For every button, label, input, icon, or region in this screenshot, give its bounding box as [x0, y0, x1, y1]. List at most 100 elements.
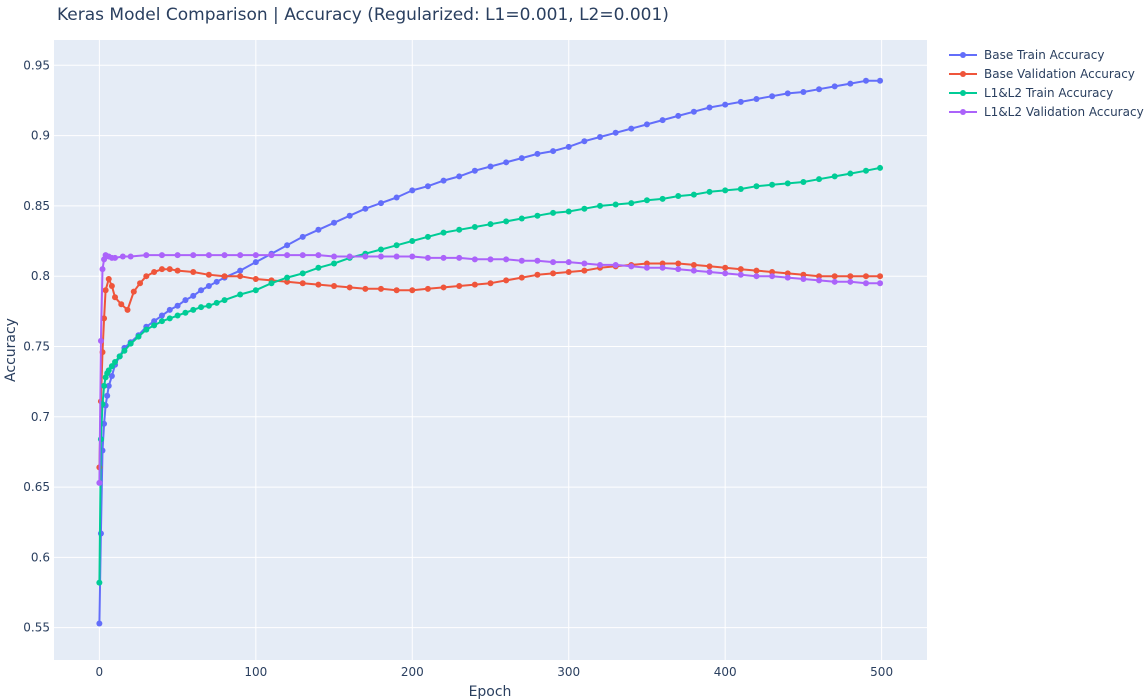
x-axis-ticks: 0 100 200 300 400 500 [96, 665, 894, 679]
data-point [377, 253, 384, 260]
data-point [116, 353, 123, 360]
data-point [252, 287, 259, 294]
legend-swatch-marker [960, 52, 966, 58]
legend-item[interactable]: L1&L2 Validation Accuracy [949, 105, 1144, 119]
data-point [409, 253, 416, 260]
data-point [299, 280, 306, 287]
legend-item[interactable]: L1&L2 Train Accuracy [949, 86, 1113, 100]
legend-item[interactable]: Base Validation Accuracy [949, 67, 1135, 81]
data-point [315, 281, 322, 288]
data-point [784, 274, 791, 281]
data-point [643, 260, 650, 267]
data-point [753, 183, 760, 190]
y-tick-label: 0.8 [31, 269, 50, 283]
y-tick-label: 0.85 [23, 199, 50, 213]
data-point [362, 253, 369, 260]
data-point [534, 150, 541, 157]
data-point [753, 273, 760, 280]
data-point [565, 143, 572, 150]
grid [54, 40, 927, 660]
data-point [862, 167, 869, 174]
data-point [471, 223, 478, 230]
data-point [565, 208, 572, 215]
data-point [252, 276, 259, 283]
data-point [659, 260, 666, 267]
data-point [237, 252, 244, 259]
data-point [471, 281, 478, 288]
legend-item[interactable]: Base Train Accuracy [949, 48, 1104, 62]
series-layer [96, 77, 884, 627]
data-point [190, 306, 197, 313]
y-tick-label: 0.95 [23, 58, 50, 72]
data-point [816, 176, 823, 183]
x-tick-label: 0 [96, 665, 104, 679]
data-point [471, 167, 478, 174]
data-point [612, 129, 619, 136]
data-point [690, 108, 697, 115]
data-point [847, 278, 854, 285]
data-point [99, 266, 106, 273]
data-point [205, 302, 212, 309]
legend-label: Base Train Accuracy [984, 48, 1104, 62]
data-point [151, 322, 158, 329]
data-point [393, 194, 400, 201]
data-point [346, 212, 353, 219]
data-point [237, 273, 244, 280]
legend-swatch-marker [960, 90, 966, 96]
data-point [518, 155, 525, 162]
data-point [612, 261, 619, 268]
data-point [190, 292, 197, 299]
data-point [105, 367, 112, 374]
data-point [831, 173, 838, 180]
data-point [816, 277, 823, 284]
data-point [121, 347, 128, 354]
data-point [456, 254, 463, 261]
data-point [847, 273, 854, 280]
data-point [440, 284, 447, 291]
y-tick-label: 0.9 [31, 129, 50, 143]
data-point [503, 256, 510, 263]
legend-label: L1&L2 Validation Accuracy [984, 105, 1144, 119]
data-point [800, 178, 807, 185]
data-point [174, 252, 181, 259]
data-point [706, 188, 713, 195]
data-point [409, 287, 416, 294]
data-point [101, 382, 108, 389]
data-point [174, 302, 181, 309]
legend-label: L1&L2 Train Accuracy [984, 86, 1113, 100]
data-point [659, 264, 666, 271]
data-point [158, 312, 165, 319]
data-point [440, 177, 447, 184]
data-point [118, 301, 125, 308]
data-point [784, 90, 791, 97]
data-point [659, 117, 666, 124]
data-point [409, 238, 416, 245]
data-point [315, 264, 322, 271]
data-point [722, 264, 729, 271]
data-point [377, 246, 384, 253]
data-point [105, 276, 112, 283]
data-point [158, 266, 165, 273]
data-point [112, 358, 119, 365]
data-point [166, 315, 173, 322]
data-point [174, 312, 181, 319]
data-point [424, 254, 431, 261]
data-point [534, 212, 541, 219]
data-point [518, 257, 525, 264]
data-point [769, 93, 776, 100]
x-tick-label: 500 [870, 665, 893, 679]
data-point [268, 280, 275, 287]
data-point [737, 98, 744, 105]
data-point [205, 283, 212, 290]
data-point [518, 274, 525, 281]
data-point [252, 252, 259, 259]
plot-area [54, 40, 927, 660]
data-point [722, 270, 729, 277]
data-point [377, 285, 384, 292]
data-point [143, 326, 150, 333]
legend-label: Base Validation Accuracy [984, 67, 1135, 81]
data-point [597, 261, 604, 268]
data-point [456, 283, 463, 290]
data-point [105, 382, 112, 389]
x-tick-label: 400 [714, 665, 737, 679]
